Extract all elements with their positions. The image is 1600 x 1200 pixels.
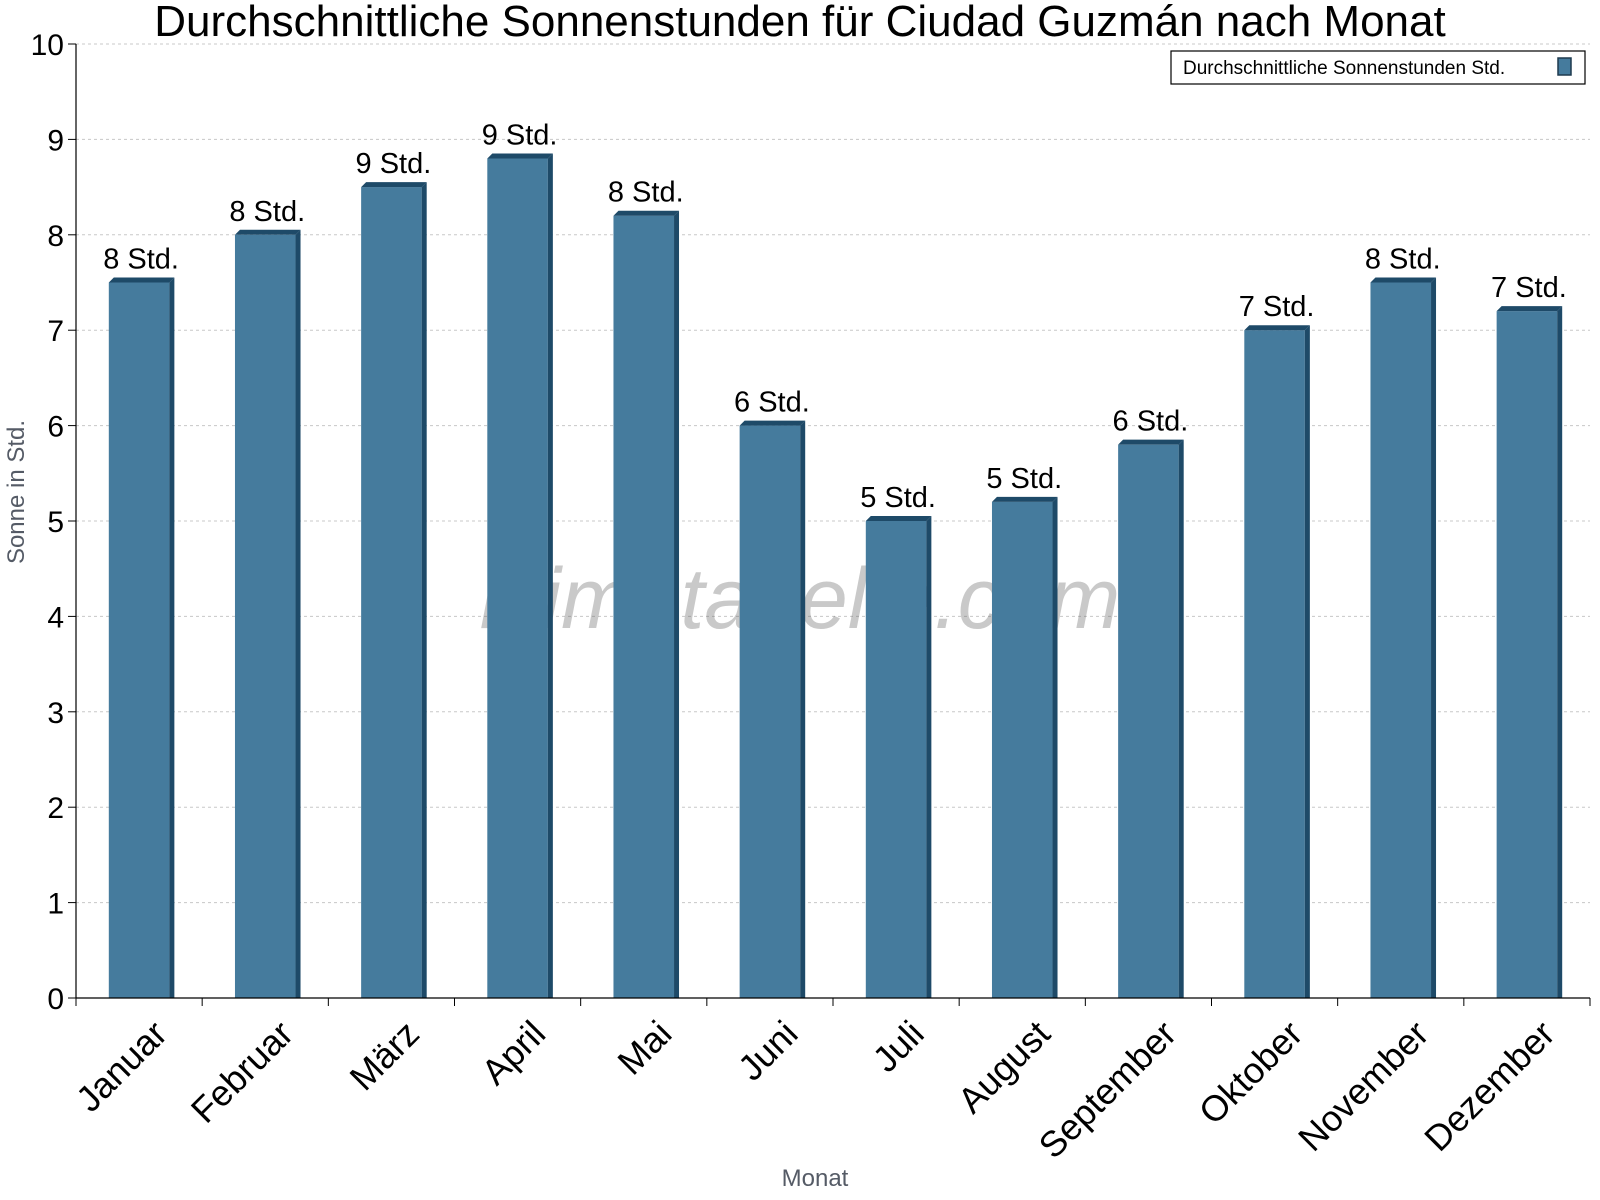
bar (739, 425, 801, 999)
y-tick-label: 10 (31, 29, 64, 62)
x-tick-label: Juni (730, 1013, 806, 1089)
bar-top (991, 496, 1058, 502)
x-tick-label: Februar (183, 1013, 301, 1131)
y-tick-label: 8 (47, 220, 64, 253)
data-label: 6 Std. (734, 387, 810, 419)
legend: Durchschnittliche Sonnenstunden Std. (1170, 50, 1586, 85)
legend-swatch (1557, 57, 1572, 76)
y-tick-label: 4 (47, 601, 64, 634)
bar-side (295, 229, 301, 999)
x-tick-label: Mai (609, 1013, 679, 1083)
y-tick-label: 1 (47, 888, 64, 921)
y-tick-label: 5 (47, 506, 64, 539)
data-label: 8 Std. (1365, 244, 1441, 276)
data-label: 8 Std. (103, 244, 179, 276)
x-tick-label: August (950, 1013, 1058, 1121)
bar-top (739, 420, 806, 426)
bar-top (234, 229, 301, 235)
x-tick-label: Januar (68, 1013, 175, 1120)
y-tick-label: 6 (47, 411, 64, 444)
x-tick-label: November (1290, 1013, 1436, 1159)
y-tick-label: 7 (47, 315, 64, 348)
x-tick-label: April (473, 1013, 553, 1093)
bar (234, 234, 296, 999)
y-tick-labels: 0 1 2 3 4 5 6 7 8 9 10 (31, 29, 64, 1016)
bar (108, 282, 170, 998)
bar-side (421, 182, 427, 999)
bar-top (361, 182, 427, 188)
bar-series: 8 Std. 8 Std. 9 Std. 9 Std. 8 Std. 6 Std. 5 St… (103, 119, 1567, 999)
x-tick-label: März (342, 1013, 428, 1099)
bar (613, 215, 675, 999)
x-tick-labels: Januar Februar März April Mai Juni Juli AugustS… (68, 1013, 1563, 1167)
bar-side (674, 210, 680, 999)
bar-top (1118, 439, 1184, 445)
y-tick-label: 9 (47, 124, 64, 157)
legend-label: Durchschnittliche Sonnenstunden Std. (1183, 58, 1505, 79)
data-label: 5 Std. (986, 463, 1062, 495)
y-tick-label: 0 (47, 983, 64, 1016)
data-label: 5 Std. (860, 482, 936, 514)
bar-top (1496, 306, 1563, 312)
bar-top (108, 277, 175, 283)
x-tick-label: Dezember (1416, 1013, 1562, 1159)
bar-side (926, 516, 932, 998)
bar-top (1244, 325, 1310, 331)
legend-box (1170, 50, 1586, 85)
data-label: 9 Std. (482, 119, 558, 151)
data-label: 9 Std. (356, 148, 432, 180)
bar (1244, 330, 1305, 998)
bar-top (487, 153, 553, 159)
data-label: 8 Std. (229, 196, 305, 228)
bar-side (1304, 325, 1310, 998)
bar-side (1052, 496, 1058, 998)
bar-side (1178, 439, 1184, 998)
data-label: 7 Std. (1239, 291, 1315, 323)
y-tick-label: 3 (47, 697, 64, 730)
data-label: 7 Std. (1491, 272, 1567, 304)
y-axis-title: Sonne in Std. (3, 420, 30, 564)
bar-top (1370, 277, 1437, 283)
bar-side (1431, 277, 1437, 998)
bar-top (613, 210, 680, 216)
bar (1370, 282, 1432, 998)
grid-lines (76, 43, 1590, 904)
bar-top (865, 516, 932, 521)
bar (487, 158, 548, 999)
bar (361, 187, 422, 999)
bar (1496, 311, 1558, 998)
x-axis-title: Monat (782, 1165, 849, 1192)
y-tick-label: 2 (47, 792, 64, 825)
x-tick-label: September (1031, 1013, 1185, 1167)
data-label: 6 Std. (1113, 406, 1189, 438)
x-tick-label: Oktober (1191, 1013, 1311, 1133)
bar-side (800, 420, 806, 999)
chart-title: Durchschnittliche Sonnenstunden für Ciud… (154, 0, 1445, 46)
axes (68, 43, 1591, 1006)
bar (865, 521, 927, 998)
bar-side (547, 153, 553, 999)
bar-side (169, 277, 175, 998)
bar (991, 501, 1053, 998)
x-tick-label: Juli (865, 1013, 932, 1080)
bar-side (1557, 306, 1563, 998)
bar (1118, 444, 1179, 998)
data-label: 8 Std. (608, 177, 684, 209)
